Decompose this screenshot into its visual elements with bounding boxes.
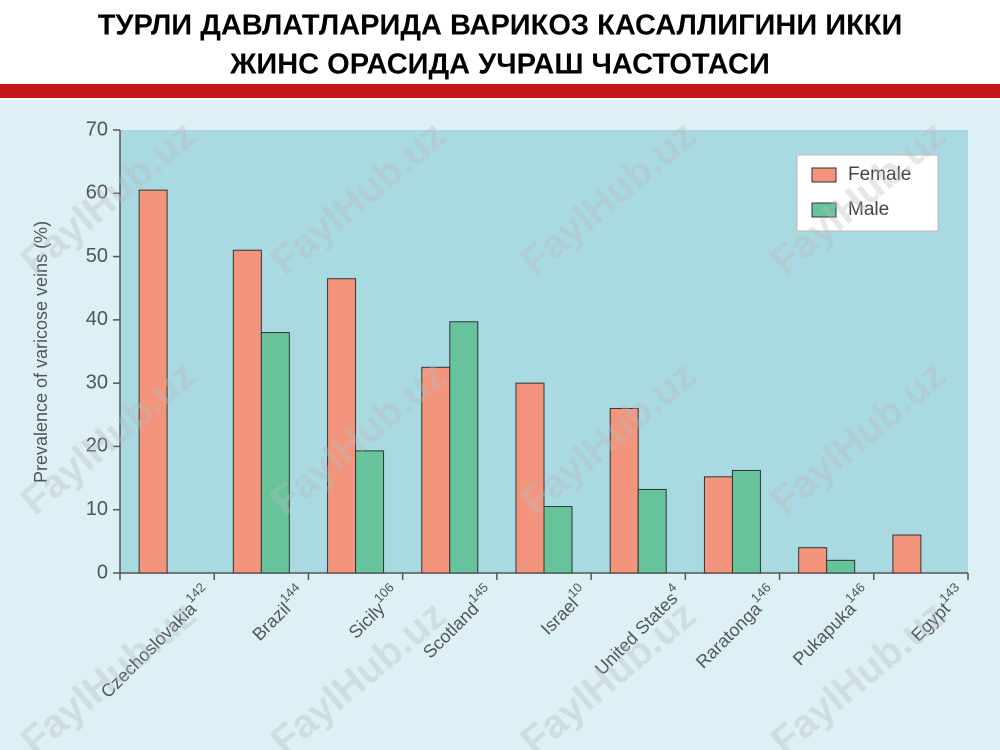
bar [826, 559, 856, 574]
bar [609, 407, 639, 574]
bar [421, 366, 451, 574]
legend-label: Female [848, 164, 911, 185]
y-tick-label: 10 [86, 498, 108, 520]
red-bar [0, 84, 1000, 98]
bar [515, 382, 545, 574]
bar [449, 321, 479, 574]
bar [703, 476, 733, 574]
y-tick-label: 0 [97, 561, 108, 583]
y-tick-label: 40 [86, 308, 108, 330]
bar [798, 547, 828, 574]
bar [892, 534, 922, 574]
title-line: ТУРЛИ ДАВЛАТЛАРИДА ВАРИКОЗ КАСАЛЛИГИНИ И… [98, 10, 903, 42]
legend-swatch [811, 202, 837, 218]
title-line: ЖИНС ОРАСИДА УЧРАШ ЧАСТОТАСИ [229, 49, 770, 81]
bar [260, 332, 290, 574]
legend-swatch [811, 167, 837, 183]
legend-label: Male [848, 199, 889, 220]
bar [637, 488, 667, 574]
bar [232, 249, 262, 574]
bar [327, 278, 357, 574]
y-tick-label: 50 [86, 245, 108, 267]
bar [543, 506, 573, 574]
y-tick-label: 60 [86, 182, 108, 204]
y-tick-label: 30 [86, 371, 108, 393]
y-axis-label: Prevalence of varicose veins (%) [31, 221, 51, 483]
y-tick-label: 20 [86, 435, 108, 457]
y-tick-label: 70 [86, 118, 108, 140]
bar [355, 450, 385, 574]
bar [731, 469, 761, 574]
bar [138, 189, 168, 574]
